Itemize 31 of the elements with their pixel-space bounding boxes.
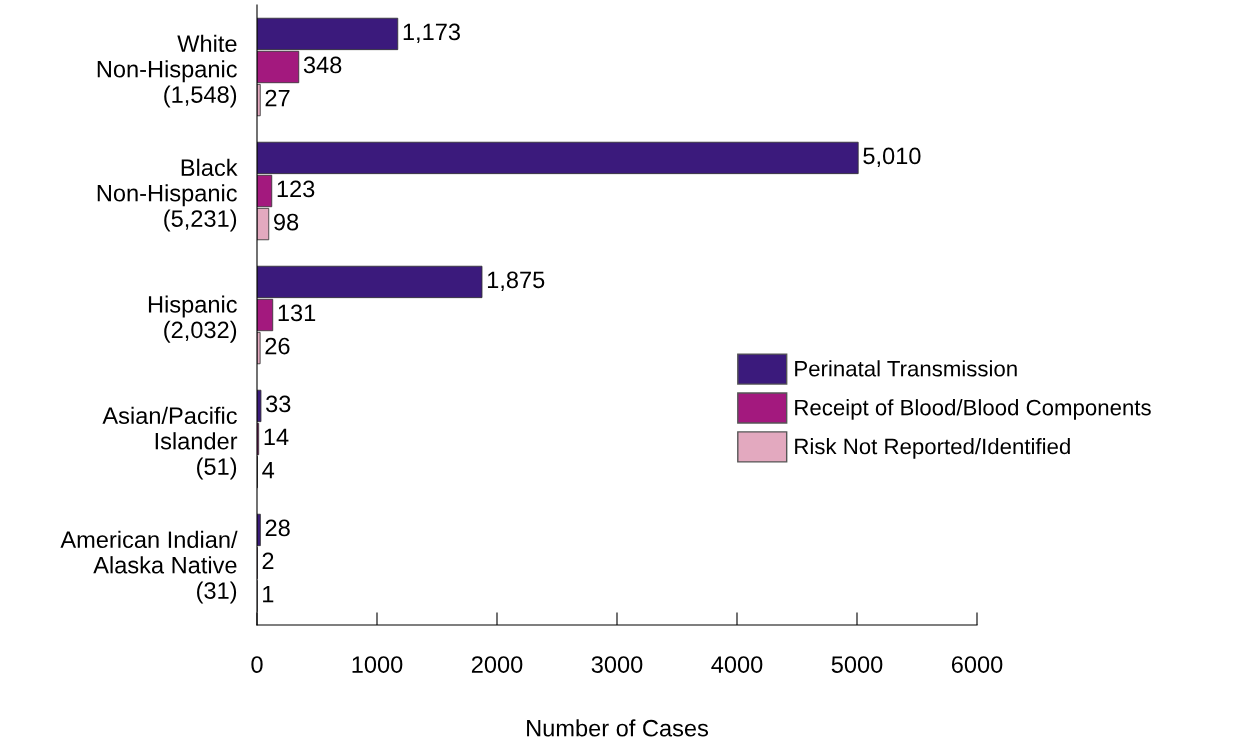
x-tick-label: 6000	[951, 656, 1003, 673]
data-label: 131	[278, 304, 316, 322]
legend-label: Perinatal Transmission	[795, 360, 1017, 377]
x-tick-label: 2000	[471, 656, 523, 673]
legend-label: Risk Not Reported/Identified	[795, 438, 1070, 459]
data-label: 123	[277, 180, 315, 198]
data-label: 1,173	[403, 23, 460, 44]
x-tick-label: 4000	[711, 656, 763, 673]
data-label: 348	[303, 56, 342, 74]
data-label: 1,875	[487, 271, 545, 292]
data-label: 1	[263, 585, 274, 603]
x-axis-title: Number of Cases	[527, 719, 709, 737]
data-label: 5,010	[863, 147, 921, 168]
data-label: 28	[265, 519, 290, 537]
y-tick-label: Asian/Pacific Islander (51)	[102, 406, 238, 480]
data-label: 14	[264, 428, 289, 446]
data-label: 26	[265, 337, 290, 355]
data-label: 2	[262, 552, 274, 570]
legend-label: Receipt of Blood/Blood Components	[795, 399, 1151, 420]
x-tick-label: 1000	[352, 656, 403, 673]
y-tick-label: Black Non-Hispanic (5,231)	[97, 158, 238, 232]
data-label: 27	[265, 89, 290, 107]
y-tick-label: American Indian/ Alaska Native (31)	[60, 530, 238, 604]
data-label: 4	[262, 461, 275, 479]
data-label: 98	[274, 213, 299, 231]
x-tick-label: 5000	[831, 656, 883, 673]
y-tick-label: White Non-Hispanic (1,548)	[97, 34, 237, 108]
data-label: 33	[266, 395, 291, 413]
y-tick-label: Hispanic (2,032)	[148, 295, 237, 343]
x-tick-label: 0	[251, 656, 263, 673]
x-tick-label: 3000	[591, 656, 643, 673]
